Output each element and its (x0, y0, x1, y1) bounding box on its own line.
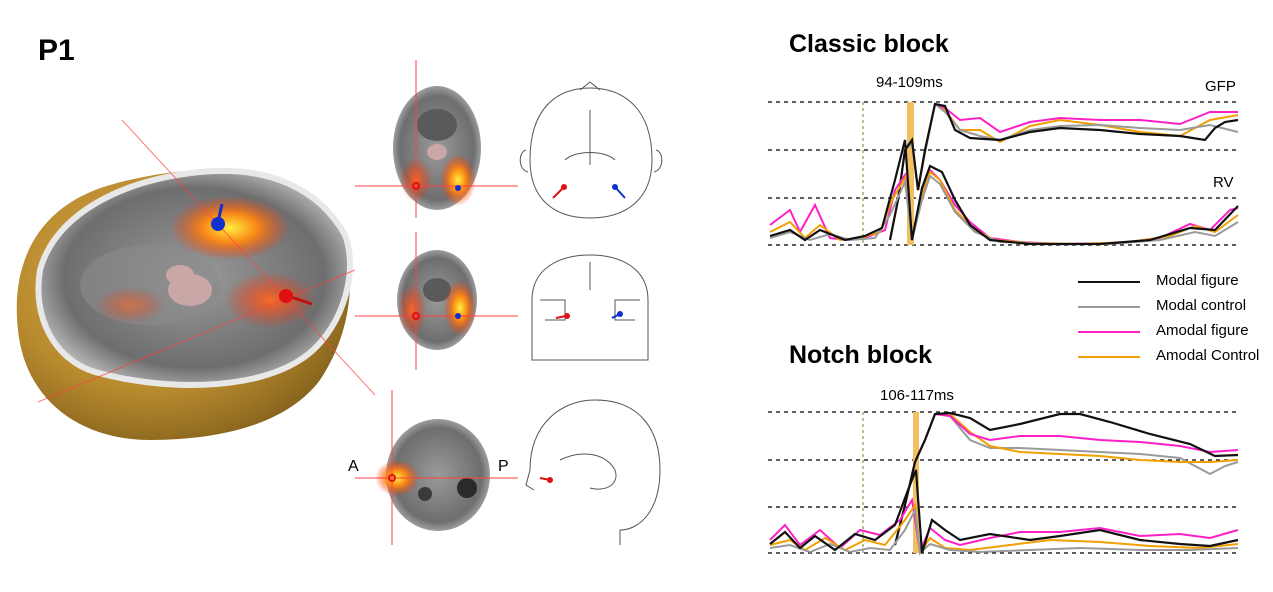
legend-swatch (1078, 281, 1140, 283)
notch-plot (768, 411, 1240, 556)
legend-label: Modal control (1156, 297, 1247, 314)
classic-gfp-label: GFP (1205, 78, 1236, 95)
notch-block-title: Notch block (789, 341, 933, 369)
axial-slice (355, 60, 518, 218)
legend-swatch (1078, 306, 1140, 308)
orientation-posterior: P (498, 458, 509, 475)
classic-rv-label: RV (1213, 174, 1234, 191)
head-schematic-top (519, 81, 663, 219)
notch-window-label: 106-117ms (880, 387, 954, 404)
dipole-left (279, 289, 293, 303)
legend-label: Amodal figure (1156, 322, 1249, 339)
dipole-right (211, 217, 225, 231)
classic-window-label: 94-109ms (876, 74, 943, 91)
orientation-anterior: A (348, 458, 359, 475)
head-schematic-side (525, 399, 661, 545)
legend-label: Amodal Control (1156, 347, 1260, 364)
classic-block-title: Classic block (789, 30, 949, 58)
sagittal-slice (355, 390, 518, 545)
legend-swatch (1078, 356, 1140, 358)
legend-swatch (1078, 331, 1140, 333)
legend-label: Modal figure (1156, 272, 1239, 289)
panel-label: P1 (38, 34, 75, 67)
head-schematic-back (531, 254, 649, 361)
coronal-slice (355, 232, 518, 370)
head-3d (16, 119, 376, 441)
classic-plot (768, 101, 1240, 246)
